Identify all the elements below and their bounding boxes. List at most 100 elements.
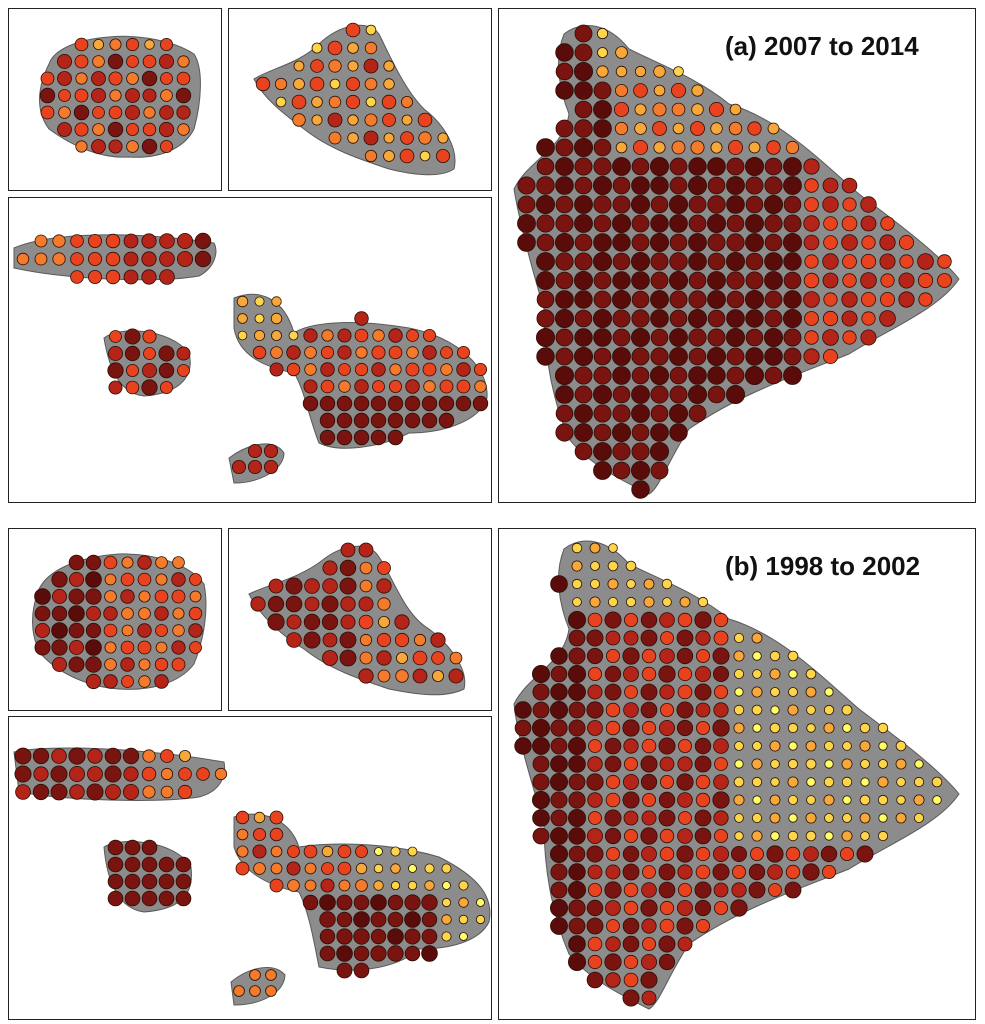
- grid-marker: [364, 77, 378, 91]
- grid-marker: [745, 271, 764, 290]
- grid-marker: [550, 647, 568, 665]
- grid-marker: [120, 640, 135, 655]
- grid-marker: [783, 347, 802, 366]
- grid-marker: [458, 914, 469, 925]
- grid-marker: [51, 622, 68, 639]
- grid-marker: [568, 808, 587, 827]
- grid-marker: [764, 176, 783, 195]
- grid-marker: [143, 347, 156, 360]
- grid-marker: [247, 443, 262, 458]
- grid-marker: [337, 345, 352, 360]
- grid-marker: [571, 560, 583, 572]
- grid-marker: [302, 894, 319, 911]
- grid-marker: [694, 755, 712, 773]
- grid-marker: [536, 290, 555, 309]
- grid-marker: [105, 251, 121, 267]
- grid-marker: [123, 251, 139, 267]
- grid-marker: [235, 861, 250, 876]
- grid-marker: [550, 898, 569, 917]
- grid-marker: [370, 928, 387, 945]
- grid-marker: [371, 362, 386, 377]
- grid-marker: [820, 845, 838, 863]
- grid-marker: [107, 890, 124, 907]
- maui-nui-map-b: [13, 747, 491, 1006]
- grid-marker: [69, 766, 86, 783]
- grid-marker: [336, 945, 353, 962]
- grid-marker: [120, 657, 135, 672]
- grid-marker: [669, 309, 688, 328]
- grid-marker: [233, 985, 245, 997]
- grid-marker: [612, 442, 631, 461]
- grid-marker: [752, 651, 762, 661]
- grid-marker: [40, 105, 55, 120]
- grid-marker: [158, 362, 175, 379]
- maui-nui-dots-b: [14, 747, 486, 997]
- grid-marker: [605, 630, 621, 646]
- grid-marker: [676, 773, 694, 791]
- grid-marker: [803, 348, 820, 365]
- grid-marker: [287, 845, 300, 858]
- grid-marker: [39, 87, 56, 104]
- grid-marker: [158, 856, 175, 873]
- grid-marker: [787, 794, 798, 805]
- oahu-dots-a: [255, 22, 450, 164]
- grid-marker: [695, 918, 710, 933]
- grid-marker: [574, 195, 593, 214]
- grid-marker: [449, 651, 463, 665]
- grid-marker: [788, 813, 798, 823]
- grid-marker: [52, 252, 66, 266]
- grid-marker: [589, 542, 601, 554]
- grid-marker: [120, 589, 135, 604]
- grid-marker: [424, 880, 435, 891]
- grid-marker: [254, 296, 265, 307]
- grid-marker: [677, 756, 693, 772]
- grid-marker: [734, 813, 744, 823]
- grid-marker: [33, 766, 49, 782]
- grid-marker: [612, 328, 631, 347]
- grid-marker: [899, 254, 914, 269]
- grid-marker: [688, 404, 707, 423]
- grid-marker: [707, 328, 726, 347]
- maui-nui-dots-a: [16, 232, 489, 474]
- grid-marker: [108, 105, 123, 120]
- grid-marker: [159, 37, 173, 51]
- grid-marker: [744, 365, 764, 385]
- grid-marker: [160, 767, 174, 781]
- grid-marker: [640, 773, 658, 791]
- grid-marker: [652, 121, 667, 136]
- grid-marker: [555, 423, 574, 442]
- grid-marker: [805, 812, 817, 824]
- grid-marker: [861, 235, 876, 250]
- grid-marker: [668, 270, 688, 290]
- grid-marker: [630, 194, 650, 214]
- grid-marker: [550, 575, 568, 593]
- grid-marker: [270, 312, 283, 325]
- grid-marker: [677, 738, 692, 753]
- grid-marker: [68, 622, 85, 639]
- grid-marker: [108, 71, 123, 86]
- grid-marker: [158, 890, 175, 907]
- grid-marker: [641, 990, 657, 1006]
- grid-marker: [590, 579, 601, 590]
- grid-marker: [650, 423, 669, 442]
- grid-marker: [517, 195, 536, 214]
- grid-marker: [108, 345, 124, 361]
- grid-marker: [405, 362, 420, 377]
- grid-marker: [879, 253, 896, 270]
- grid-marker: [555, 195, 574, 214]
- grid-marker: [604, 827, 622, 845]
- grid-marker: [16, 252, 30, 266]
- grid-marker: [105, 784, 121, 800]
- grid-marker: [842, 813, 852, 823]
- grid-marker: [593, 423, 612, 442]
- grid-marker: [624, 613, 639, 628]
- grid-marker: [555, 176, 574, 195]
- grid-marker: [125, 88, 140, 103]
- grid-marker: [823, 704, 835, 716]
- grid-marker: [676, 899, 693, 916]
- grid-marker: [319, 945, 336, 962]
- grid-marker: [804, 311, 819, 326]
- grid-marker: [669, 328, 688, 347]
- grid-marker: [937, 273, 952, 288]
- grid-marker: [787, 776, 799, 788]
